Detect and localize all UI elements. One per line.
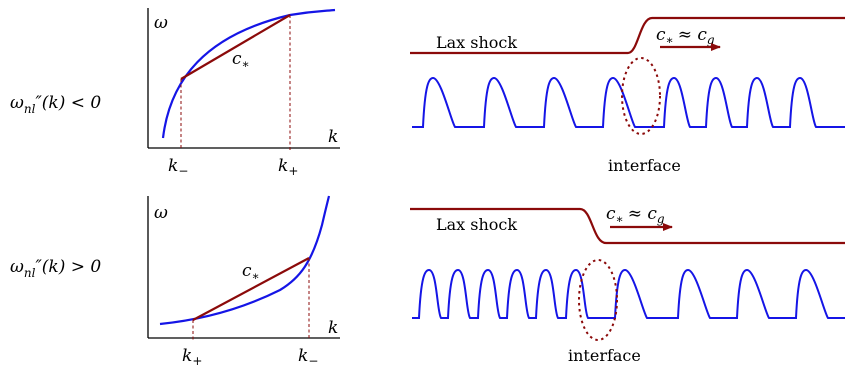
condition-label-1: ωnl″(k) < 0 — [10, 93, 101, 116]
wavetrain — [412, 76, 845, 128]
tick-right-label: k− — [298, 346, 318, 368]
speed-label: c∗ ≈ cg — [656, 25, 715, 47]
speed-label: c∗ ≈ cg — [606, 204, 665, 226]
condition-label-2: ωnl″(k) > 0 — [10, 257, 101, 280]
dispersion-curve — [161, 8, 336, 139]
lax-shock-curve — [410, 207, 845, 245]
tick-right-label: k+ — [278, 156, 298, 178]
row-2: ωnl″(k) > 0 ω k c∗ k+ k− Lax shock c∗ ≈ c… — [10, 195, 845, 368]
omega-label: ω — [154, 203, 168, 223]
interface-label: interface — [568, 346, 641, 365]
omega-label: ω — [154, 13, 168, 33]
row-1: ωnl″(k) < 0 ω k c∗ k− k+ Lax shock c∗ ≈ c… — [10, 8, 845, 178]
interface-circle — [578, 259, 618, 341]
chord-line — [180, 14, 291, 80]
chord-speed-label: c∗ — [242, 261, 260, 283]
chord-line — [192, 257, 310, 321]
dispersion-plot-2: ω k c∗ k+ k− — [147, 195, 340, 368]
shock-panel-2: Lax shock c∗ ≈ cg interface — [410, 204, 845, 365]
shock-panel-1: Lax shock c∗ ≈ cg interface — [410, 16, 845, 175]
k-label: k — [328, 318, 338, 338]
tick-left-label: k+ — [182, 346, 202, 368]
lax-shock-label: Lax shock — [436, 33, 517, 52]
dispersion-curve — [159, 195, 331, 326]
interface-circle — [621, 57, 661, 135]
lax-shock-curve — [410, 16, 845, 55]
lax-shock-label: Lax shock — [436, 215, 517, 234]
chord-speed-label: c∗ — [232, 49, 250, 71]
wavetrain — [412, 268, 845, 319]
dispersion-plot-1: ω k c∗ k− k+ — [147, 8, 340, 178]
tick-left-label: k− — [168, 156, 188, 178]
k-label: k — [328, 127, 338, 147]
interface-label: interface — [608, 156, 681, 175]
